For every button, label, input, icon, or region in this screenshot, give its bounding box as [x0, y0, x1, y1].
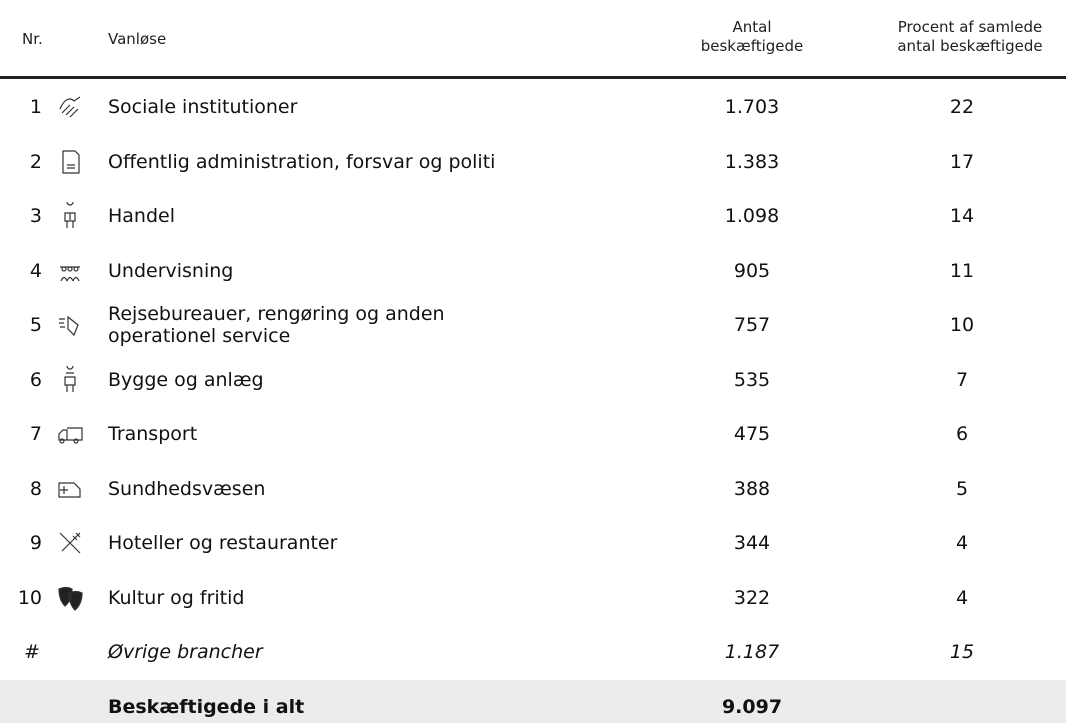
text-line: Rejsebureauer, rengøring og anden [108, 303, 445, 325]
row-nr: 5 [29, 314, 42, 336]
row-icon [58, 586, 83, 611]
row-count: 475 [733, 423, 771, 445]
icon-shape [59, 532, 81, 554]
row-count: 905 [733, 259, 771, 282]
icon-shape [58, 586, 83, 611]
total-count: 9.097 [721, 695, 783, 718]
row-percent: 10 [949, 314, 975, 336]
row-icon [58, 427, 83, 444]
other-nr: # [24, 641, 40, 663]
row-percent: 22 [949, 96, 975, 118]
header-percent: Procent af samlede antal beskæftigede [897, 18, 1042, 56]
row-name: Sundhedsvæsen [108, 477, 266, 500]
row-name: Hoteller og restauranter [108, 532, 338, 554]
row-count: 1.098 [724, 205, 780, 227]
row-percent: 17 [949, 150, 975, 173]
row-name: Transport [108, 423, 198, 445]
row-nr: 4 [29, 259, 42, 282]
row-icon [64, 202, 76, 228]
row-icon [60, 265, 80, 281]
row-percent: 5 [955, 477, 969, 500]
row-nr: 9 [29, 532, 42, 554]
row-icon [62, 149, 80, 174]
other-percent: 15 [949, 641, 975, 663]
row-icon [59, 96, 81, 118]
icon-shape [58, 481, 81, 498]
row-count: 757 [733, 314, 771, 336]
row-icon [64, 365, 76, 392]
header-nr: Nr. [22, 30, 43, 48]
icon-shape [62, 149, 80, 174]
row-nr: 10 [17, 586, 42, 609]
row-count: 344 [733, 532, 771, 554]
header-line: Procent af samlede [897, 18, 1043, 36]
row-nr: 1 [29, 96, 42, 118]
row-percent: 14 [949, 205, 975, 227]
row-nr: 3 [29, 205, 42, 227]
icon-shape [64, 202, 76, 228]
icon-shape [58, 427, 83, 444]
row-count: 322 [733, 586, 771, 609]
row-name: Sociale institutioner [108, 96, 298, 118]
row-icon [59, 315, 79, 337]
icon-shape [64, 365, 76, 392]
row-percent: 11 [949, 259, 975, 282]
text-line: operationel service [108, 325, 291, 347]
row-nr: 7 [29, 423, 42, 445]
row-icon [59, 532, 81, 554]
row-name: Offentlig administration, forsvar og pol… [108, 150, 496, 173]
header-line: beskæftigede [700, 37, 804, 55]
total-name: Beskæftigede i alt [108, 695, 305, 718]
row-count: 1.383 [724, 150, 780, 173]
row-nr: 6 [29, 368, 42, 391]
other-count: 1.187 [724, 641, 780, 663]
row-icon [58, 481, 81, 498]
row-percent: 6 [955, 423, 969, 445]
row-percent: 4 [955, 532, 969, 554]
total-band [0, 680, 1066, 723]
row-percent: 7 [955, 368, 969, 391]
other-name: Øvrige brancher [108, 641, 263, 663]
row-name: Handel [108, 205, 176, 227]
header-area: Vanløse [108, 30, 167, 48]
row-count: 535 [733, 368, 771, 391]
row-count: 388 [733, 477, 771, 500]
header-line: antal beskæftigede [897, 37, 1043, 55]
header-line: Antal [732, 18, 772, 36]
icon-shape [60, 265, 80, 281]
row-name: Undervisning [108, 259, 234, 282]
row-count: 1.703 [724, 96, 780, 118]
row-name: Rejsebureauer, rengøring og anden operati… [108, 303, 445, 347]
row-nr: 8 [29, 477, 42, 500]
header-count: Antal beskæftigede [701, 18, 804, 56]
row-name: Bygge og anlæg [108, 368, 264, 391]
icon-shape [59, 315, 79, 337]
row-nr: 2 [29, 150, 42, 173]
header-rule [0, 76, 1066, 79]
icon-shape [59, 96, 81, 118]
row-name: Kultur og fritid [108, 586, 245, 609]
row-percent: 4 [955, 586, 969, 609]
